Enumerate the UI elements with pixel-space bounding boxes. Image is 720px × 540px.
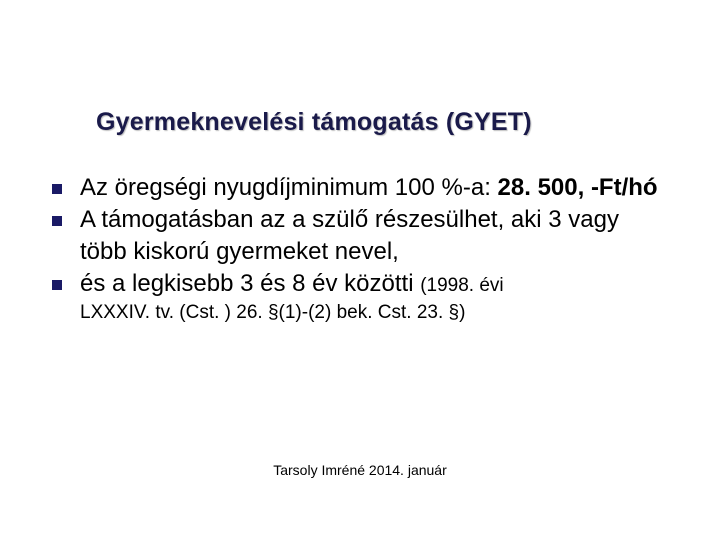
bullet-item: és a legkisebb 3 és 8 év közötti (1998. … <box>52 268 666 300</box>
bullet-prefix: A támogatásban az a szülő részesülhet, a… <box>80 206 619 265</box>
square-bullet-icon <box>52 184 62 194</box>
bullet-text: A támogatásban az a szülő részesülhet, a… <box>80 204 666 268</box>
bullet-prefix: Az öregségi nyugdíjminimum 100 %-a: <box>80 174 498 201</box>
square-bullet-icon <box>52 280 62 290</box>
bullet-prefix: és a legkisebb 3 és 8 év közötti <box>80 270 420 297</box>
bullet-text: Az öregségi nyugdíjminimum 100 %-a: 28. … <box>80 172 666 204</box>
bullet-text: és a legkisebb 3 és 8 év közötti (1998. … <box>80 268 666 300</box>
bullet-item: A támogatásban az a szülő részesülhet, a… <box>52 204 666 268</box>
body-region: Az öregségi nyugdíjminimum 100 %-a: 28. … <box>52 172 666 326</box>
continuation-text: LXXXIV. tv. (Cst. ) 26. §(1)-(2) bek. Cs… <box>80 300 666 327</box>
bullet-item: Az öregségi nyugdíjminimum 100 %-a: 28. … <box>52 172 666 204</box>
slide-footer: Tarsoly Imréné 2014. január <box>0 462 720 478</box>
bullet-small-inline: (1998. évi <box>420 275 503 296</box>
slide: Gyermeknevelési támogatás (GYET) Az öreg… <box>0 0 720 540</box>
title-region: Gyermeknevelési támogatás (GYET) <box>96 108 680 137</box>
square-bullet-icon <box>52 216 62 226</box>
bullet-bold: 28. 500, -Ft/hó <box>498 174 658 201</box>
slide-title: Gyermeknevelési támogatás (GYET) <box>96 108 680 137</box>
